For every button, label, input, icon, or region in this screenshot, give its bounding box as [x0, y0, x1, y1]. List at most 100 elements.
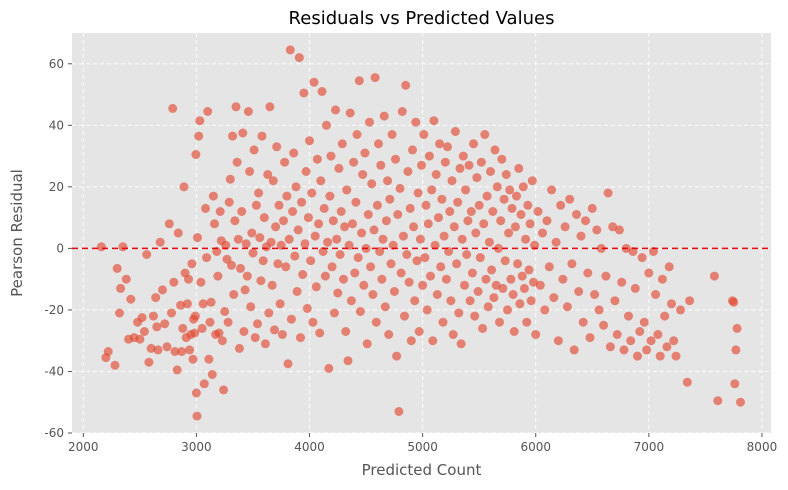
data-point [332, 234, 342, 244]
data-point [422, 305, 432, 315]
data-point [184, 274, 193, 284]
scatter-points [96, 45, 745, 421]
data-point [488, 207, 498, 216]
data-point [531, 330, 541, 339]
data-point [241, 239, 251, 249]
data-point [484, 237, 494, 247]
data-point [396, 268, 406, 278]
data-point [205, 317, 215, 327]
data-point [219, 385, 229, 395]
x-tick-label: 4000 [294, 440, 325, 454]
data-point [411, 117, 421, 127]
data-point [197, 323, 207, 333]
data-point [682, 377, 692, 387]
data-point [188, 354, 198, 364]
data-point [415, 234, 425, 244]
x-tick-label: 3000 [181, 440, 212, 454]
data-point [457, 234, 467, 244]
data-point [173, 228, 183, 238]
data-point [303, 213, 313, 223]
data-point [413, 188, 423, 198]
data-point [198, 299, 208, 309]
data-point [335, 250, 345, 259]
y-tick-label: 60 [49, 57, 64, 71]
data-point [508, 290, 518, 299]
data-point [515, 299, 525, 309]
data-point [405, 203, 415, 213]
data-point [256, 276, 266, 286]
data-point [491, 280, 501, 290]
data-point [225, 174, 235, 184]
data-point [110, 360, 120, 370]
data-point [403, 167, 413, 176]
data-point [503, 305, 512, 315]
data-point [223, 317, 233, 327]
data-point [248, 248, 258, 258]
data-point [436, 262, 446, 272]
data-point [421, 200, 431, 210]
data-point [367, 179, 377, 189]
data-point [434, 213, 443, 223]
y-axis-label: Pearson Residual [8, 169, 26, 297]
data-point [530, 240, 540, 250]
data-point [429, 116, 439, 126]
data-point [255, 233, 265, 243]
data-point [378, 234, 388, 244]
data-point [314, 219, 324, 229]
data-point [177, 347, 187, 356]
data-point [576, 231, 586, 241]
data-point [190, 328, 200, 338]
data-point [334, 163, 344, 173]
data-point [172, 365, 182, 375]
data-point [281, 262, 291, 272]
data-point [329, 308, 339, 318]
data-point [297, 197, 307, 207]
data-point [267, 280, 277, 290]
data-point [519, 283, 529, 293]
data-point [372, 200, 382, 210]
data-point [176, 300, 186, 310]
data-point [289, 148, 299, 158]
data-point [596, 243, 606, 253]
data-point [709, 271, 719, 281]
data-point [268, 176, 278, 186]
data-point [369, 225, 379, 235]
data-point [392, 351, 402, 361]
data-point [139, 327, 149, 336]
data-point [164, 219, 174, 229]
data-point [309, 77, 319, 87]
data-point [191, 150, 201, 159]
data-point [669, 336, 679, 346]
data-point [246, 302, 256, 312]
data-point [504, 228, 514, 238]
data-point [317, 87, 327, 96]
data-point [353, 253, 363, 263]
data-point [460, 280, 469, 290]
data-point [521, 234, 531, 244]
data-point [439, 231, 449, 241]
data-point [599, 320, 609, 330]
data-point [359, 280, 369, 290]
data-point [648, 247, 658, 256]
data-point [240, 285, 250, 295]
data-point [290, 251, 300, 261]
data-point [478, 323, 488, 333]
data-point [594, 305, 604, 315]
data-point [505, 185, 515, 195]
data-point [377, 274, 387, 284]
data-point [533, 207, 543, 216]
data-point [302, 303, 312, 313]
data-point [196, 277, 206, 287]
data-point [605, 342, 615, 352]
data-point [524, 265, 534, 275]
data-point [229, 290, 239, 299]
data-point [379, 111, 389, 121]
data-point [540, 305, 550, 315]
data-point [193, 233, 202, 243]
data-point [499, 194, 509, 204]
data-point [497, 154, 507, 164]
data-point [298, 270, 308, 279]
data-point [394, 407, 404, 416]
data-point [547, 185, 557, 195]
data-point [275, 299, 285, 309]
